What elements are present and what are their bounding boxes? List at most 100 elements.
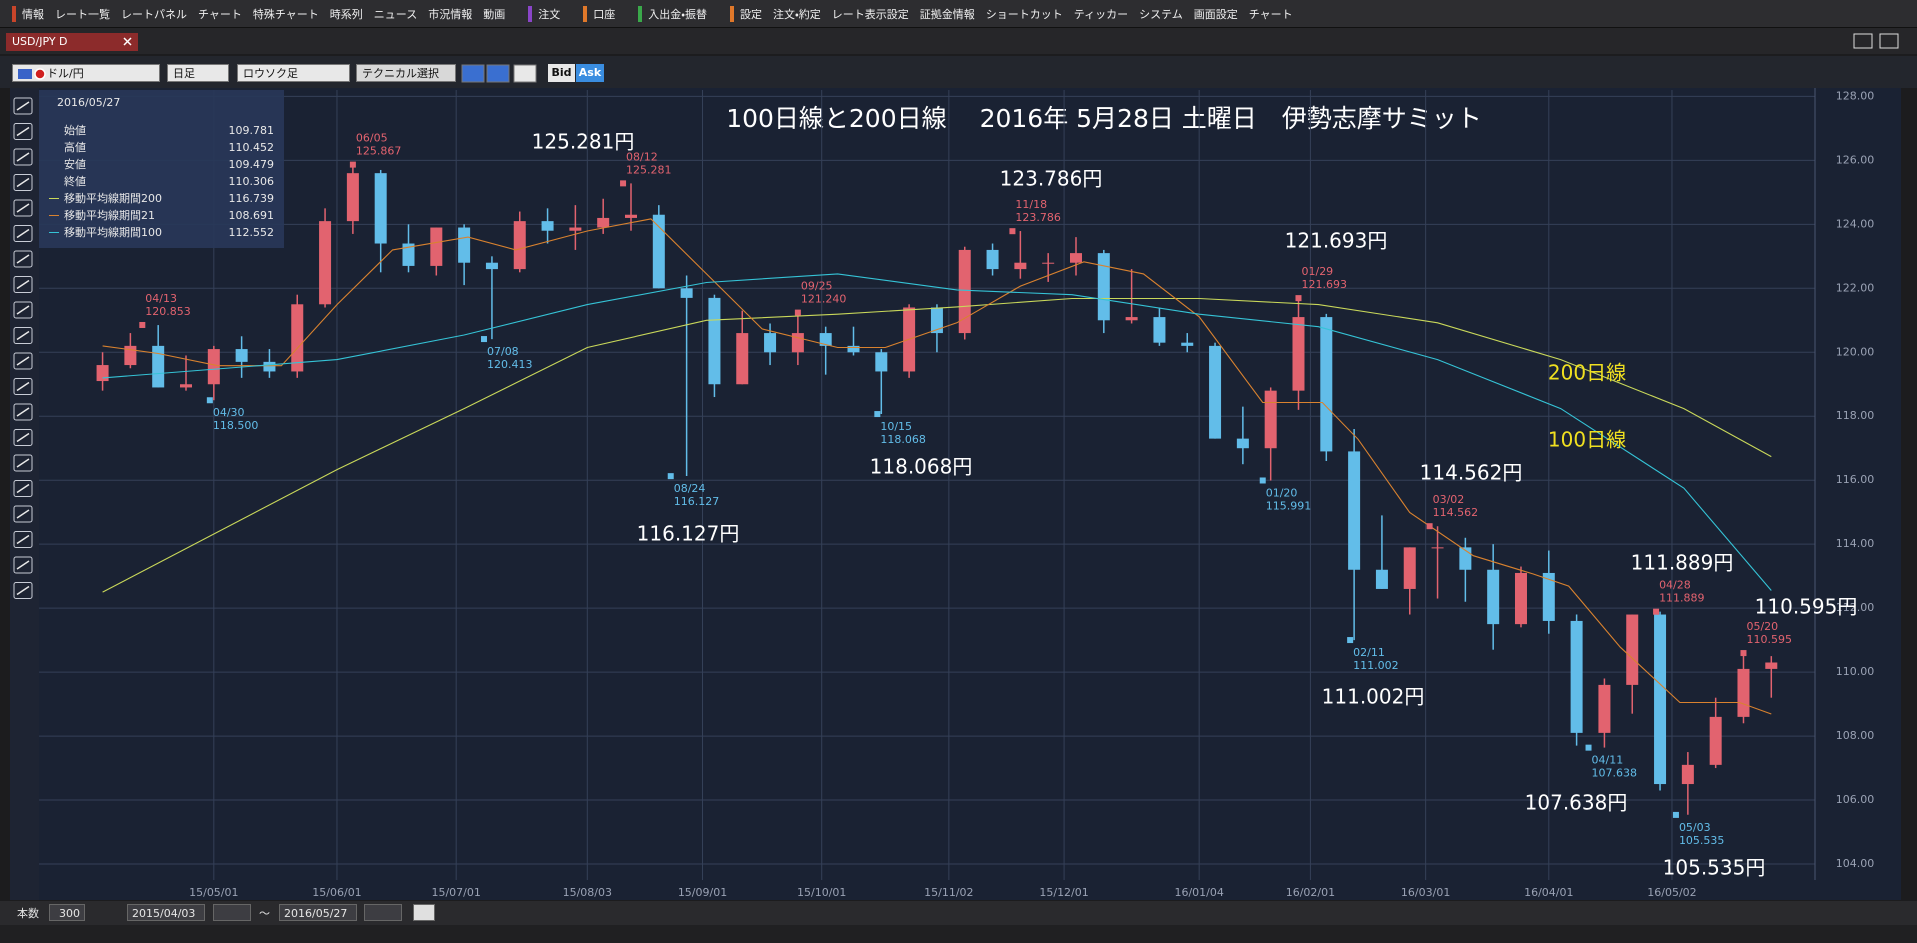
drawing-tool[interactable]	[13, 429, 33, 446]
extreme-marker	[1426, 523, 1433, 530]
menu-item[interactable]: 画面設定	[1193, 7, 1238, 21]
candle-body	[374, 173, 387, 244]
chart-tab[interactable]: USD/JPY D	[6, 33, 138, 51]
candle-body	[1459, 547, 1472, 570]
menu-item[interactable]: 口座	[593, 7, 616, 21]
count-input[interactable]: 300	[49, 904, 85, 921]
from-time[interactable]	[213, 904, 251, 921]
menu-item[interactable]: チャート	[1248, 7, 1293, 21]
menu-item[interactable]: レート一覧	[55, 7, 110, 21]
candle-body	[1626, 614, 1639, 685]
extreme-value: 121.693	[1301, 278, 1347, 291]
drawing-tool[interactable]	[13, 174, 33, 191]
x-tick-label: 16/04/01	[1524, 886, 1573, 899]
extreme-marker	[1295, 295, 1302, 302]
drawing-tool[interactable]	[13, 123, 33, 140]
menu-item[interactable]: レートパネル	[121, 7, 187, 21]
drawing-tool[interactable]	[13, 199, 33, 217]
drawing-tool[interactable]	[13, 505, 33, 523]
menu-item[interactable]: 注文・約定	[772, 7, 821, 21]
y-tick-label: 106.00	[1836, 793, 1875, 806]
info-value: 110.306	[228, 175, 275, 188]
menu-item[interactable]: 証拠金情報	[919, 7, 975, 21]
drawing-tool[interactable]	[13, 148, 33, 166]
menu-item[interactable]: ティッカー	[1073, 7, 1129, 21]
drawing-tool-glyph	[16, 330, 30, 341]
from-date[interactable]: 2015/04/03	[127, 904, 205, 921]
menu-item[interactable]: 設定	[739, 7, 762, 21]
y-tick-label: 118.00	[1836, 409, 1875, 422]
moving-average-line	[102, 218, 1772, 715]
menu-item[interactable]: 動画	[483, 7, 506, 21]
menu-item[interactable]: チャート	[198, 7, 242, 21]
menu-item[interactable]: システム	[1139, 7, 1183, 21]
info-row: 移動平均線期間21 108.691	[49, 207, 274, 224]
drawing-tool-glyph	[16, 534, 30, 545]
candle-body	[708, 297, 721, 385]
to-time[interactable]	[364, 904, 402, 921]
menu-item[interactable]: 入出金・振替	[648, 7, 707, 21]
drawing-tool-glyph	[16, 203, 30, 213]
ask-button[interactable]: Ask	[576, 64, 604, 82]
candle-body	[180, 384, 193, 388]
y-tick-label: 108.00	[1836, 729, 1875, 742]
menu-item[interactable]: 注文	[538, 7, 561, 21]
drawing-tool[interactable]	[13, 276, 33, 293]
candle-body	[235, 349, 248, 362]
drawing-tool[interactable]	[13, 250, 33, 268]
menu-item[interactable]: ショートカット	[985, 7, 1063, 21]
extreme-date: 05/20	[1746, 620, 1778, 633]
drawing-tool[interactable]	[13, 582, 33, 599]
candle-body	[1209, 345, 1222, 439]
candle-body	[903, 307, 916, 372]
candle-body	[1542, 572, 1555, 621]
drawing-tool[interactable]	[13, 454, 33, 472]
chart-type-select[interactable]: ロウソク足	[237, 64, 350, 82]
drawing-tool[interactable]	[13, 378, 33, 395]
menu-item[interactable]: 特殊チャート	[252, 7, 319, 21]
technical-select[interactable]: テクニカル選択	[356, 64, 456, 82]
period-select[interactable]: 日足	[167, 64, 229, 82]
candle-body	[875, 352, 888, 372]
extreme-value: 111.002	[1353, 659, 1399, 672]
info-row: 安値 109.479	[49, 156, 274, 173]
bid-button[interactable]: Bid	[548, 64, 575, 82]
drawing-tool[interactable]	[13, 352, 33, 370]
drawing-tool[interactable]	[13, 327, 33, 344]
drawing-tool[interactable]	[13, 403, 33, 421]
extreme-date: 05/03	[1679, 821, 1711, 834]
menu-item[interactable]: レート表示設定	[831, 7, 909, 21]
drawing-tool[interactable]	[13, 480, 33, 497]
extreme-value: 110.595	[1746, 633, 1792, 646]
y-tick-label: 122.00	[1836, 281, 1875, 294]
to-date[interactable]: 2016/05/27	[279, 904, 357, 921]
menu-item[interactable]: 時系列	[329, 7, 363, 21]
candle-body	[930, 307, 943, 334]
callout: 116.127円	[637, 522, 740, 546]
drawing-tool[interactable]	[13, 531, 33, 548]
candle-body	[152, 345, 165, 388]
refresh-button[interactable]	[413, 904, 435, 921]
candle-body	[1765, 662, 1778, 669]
grid	[39, 90, 1815, 880]
menu-item[interactable]: 市況情報	[428, 7, 473, 21]
extreme-marker	[1653, 608, 1660, 615]
pair-select[interactable]: ドル/円	[12, 64, 160, 82]
menu-item[interactable]: 情報	[22, 7, 44, 21]
candle-body	[1042, 262, 1055, 264]
extreme-marker	[480, 336, 487, 343]
menu-group-marker	[528, 5, 533, 22]
line-label: 100日線	[1548, 428, 1626, 452]
drawing-tool[interactable]	[13, 556, 33, 574]
moving-average-line	[102, 297, 1772, 593]
extreme-value: 114.562	[1433, 506, 1479, 519]
drawing-tool[interactable]	[13, 97, 33, 115]
menu-item[interactable]: ニュース	[373, 7, 418, 21]
x-tick-label: 15/09/01	[678, 886, 727, 899]
drawing-tool[interactable]	[13, 301, 33, 319]
extreme-date: 02/11	[1353, 646, 1385, 659]
drawing-tool-glyph	[16, 356, 30, 366]
x-tick-label: 15/07/01	[431, 886, 480, 899]
drawing-tool[interactable]	[13, 225, 33, 242]
extreme-marker	[1259, 477, 1266, 484]
